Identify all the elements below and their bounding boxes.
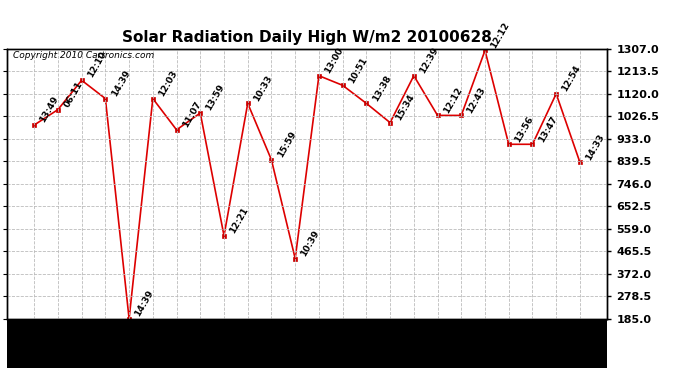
Text: 12:21: 12:21	[228, 206, 250, 235]
Text: 14:39: 14:39	[110, 68, 132, 98]
Text: 12:12: 12:12	[489, 20, 511, 50]
Text: 13:49: 13:49	[39, 95, 61, 124]
Text: 15:34: 15:34	[394, 93, 417, 122]
Title: Solar Radiation Daily High W/m2 20100628: Solar Radiation Daily High W/m2 20100628	[122, 30, 492, 45]
Text: 13:38: 13:38	[371, 73, 393, 103]
Text: 12:03: 12:03	[157, 69, 179, 98]
Text: 10:51: 10:51	[347, 56, 369, 84]
Text: 14:39: 14:39	[133, 288, 155, 318]
Text: 13:59: 13:59	[204, 83, 226, 112]
Text: 10:33: 10:33	[252, 74, 274, 103]
Text: 10:39: 10:39	[299, 228, 322, 258]
Text: 13:00: 13:00	[323, 46, 345, 75]
Text: 12:43: 12:43	[466, 85, 488, 115]
Text: 12:54: 12:54	[560, 64, 582, 93]
Text: 12:39: 12:39	[418, 45, 440, 75]
Text: 13:56: 13:56	[513, 114, 535, 144]
Text: 14:33: 14:33	[584, 132, 607, 162]
Text: 15:59: 15:59	[275, 130, 298, 159]
Text: 11:07: 11:07	[181, 100, 203, 129]
Text: 12:12: 12:12	[442, 86, 464, 115]
Text: 13:47: 13:47	[537, 114, 559, 144]
Text: 06:11: 06:11	[62, 80, 84, 109]
Text: Copyright 2010 Cartronics.com: Copyright 2010 Cartronics.com	[13, 51, 154, 60]
Text: 12:10: 12:10	[86, 50, 108, 80]
